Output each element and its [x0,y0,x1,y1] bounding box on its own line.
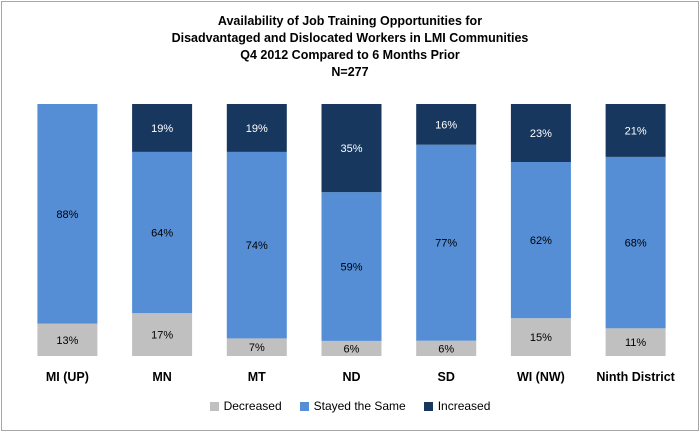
bar-sd-decreased [416,340,477,356]
bar-sd-stayed-the-same [416,144,477,341]
title-line-1: Availability of Job Training Opportuniti… [217,14,483,28]
data-label-mn-increased: 19% [151,123,173,135]
category-label-ninth-district: Ninth District [596,370,675,384]
category-label-mn: MN [152,370,171,384]
bar-mt-decreased [226,338,287,356]
data-label-mt-stayed-the-same: 74% [246,240,268,252]
data-label-mi-up-stayed-the-same: 88% [56,209,78,221]
category-label-wi-nw: WI (NW) [517,370,565,384]
bar-wi-nw-stayed-the-same [510,162,571,319]
legend-label-decreased: Decreased [223,399,282,413]
data-label-ninth-district-stayed-the-same: 68% [625,238,647,250]
bar-mt-increased [226,104,287,152]
legend-swatch-decreased [209,401,219,411]
legend-label-increased: Increased [437,399,491,413]
title-line-2: Disadvantaged and Dislocated Workers in … [171,31,529,45]
legend-swatch-increased [423,401,433,411]
data-label-nd-stayed-the-same: 59% [340,262,362,274]
data-label-mt-increased: 19% [246,123,268,135]
bar-ninth-district-stayed-the-same [605,156,666,329]
data-label-sd-decreased: 6% [438,343,454,355]
bar-mn-increased [132,104,193,152]
data-label-mn-stayed-the-same: 64% [151,228,173,240]
data-label-nd-increased: 35% [340,143,362,155]
data-label-mn-decreased: 17% [151,330,173,342]
data-label-sd-stayed-the-same: 77% [435,238,457,250]
data-label-wi-nw-stayed-the-same: 62% [530,235,552,247]
category-label-nd: ND [342,370,360,384]
bar-mn-stayed-the-same [132,151,193,314]
legend-item-decreased: Decreased [209,399,282,413]
data-label-mi-up-decreased: 13% [56,335,78,347]
legend-item-increased: Increased [423,399,491,413]
bar-nd-stayed-the-same [321,192,382,341]
chart-title: Availability of Job Training Opportuniti… [0,13,700,81]
data-label-wi-nw-decreased: 15% [530,332,552,344]
bar-ninth-district-increased [605,104,666,157]
bar-ninth-district-decreased [605,328,666,356]
bar-nd-decreased [321,340,382,356]
data-label-sd-increased: 16% [435,119,457,131]
data-label-ninth-district-decreased: 11% [625,337,646,349]
category-label-mt: MT [248,370,266,384]
chart-legend: Decreased Stayed the Same Increased [0,399,700,413]
bar-wi-nw-decreased [510,318,571,356]
category-label-sd: SD [438,370,455,384]
category-label-mi-up: MI (UP) [46,370,89,384]
legend-item-stayed-the-same: Stayed the Same [299,399,406,413]
title-line-3: Q4 2012 Compared to 6 Months Prior [240,48,460,62]
data-label-wi-nw-increased: 23% [530,128,552,140]
bar-mi-up-stayed-the-same [37,104,98,324]
title-line-4: N=277 [331,65,369,79]
bar-nd-increased [321,104,382,193]
data-label-mt-decreased: 7% [249,342,265,354]
data-label-ninth-district-increased: 21% [625,126,647,138]
bar-sd-increased [416,104,477,145]
legend-label-stayed-the-same: Stayed the Same [313,399,406,413]
bar-mn-decreased [132,313,193,356]
data-label-nd-decreased: 6% [344,343,360,355]
legend-swatch-stayed-the-same [299,401,309,411]
bar-mi-up-decreased [37,323,98,356]
bar-mt-stayed-the-same [226,151,287,339]
bar-wi-nw-increased [510,104,571,162]
